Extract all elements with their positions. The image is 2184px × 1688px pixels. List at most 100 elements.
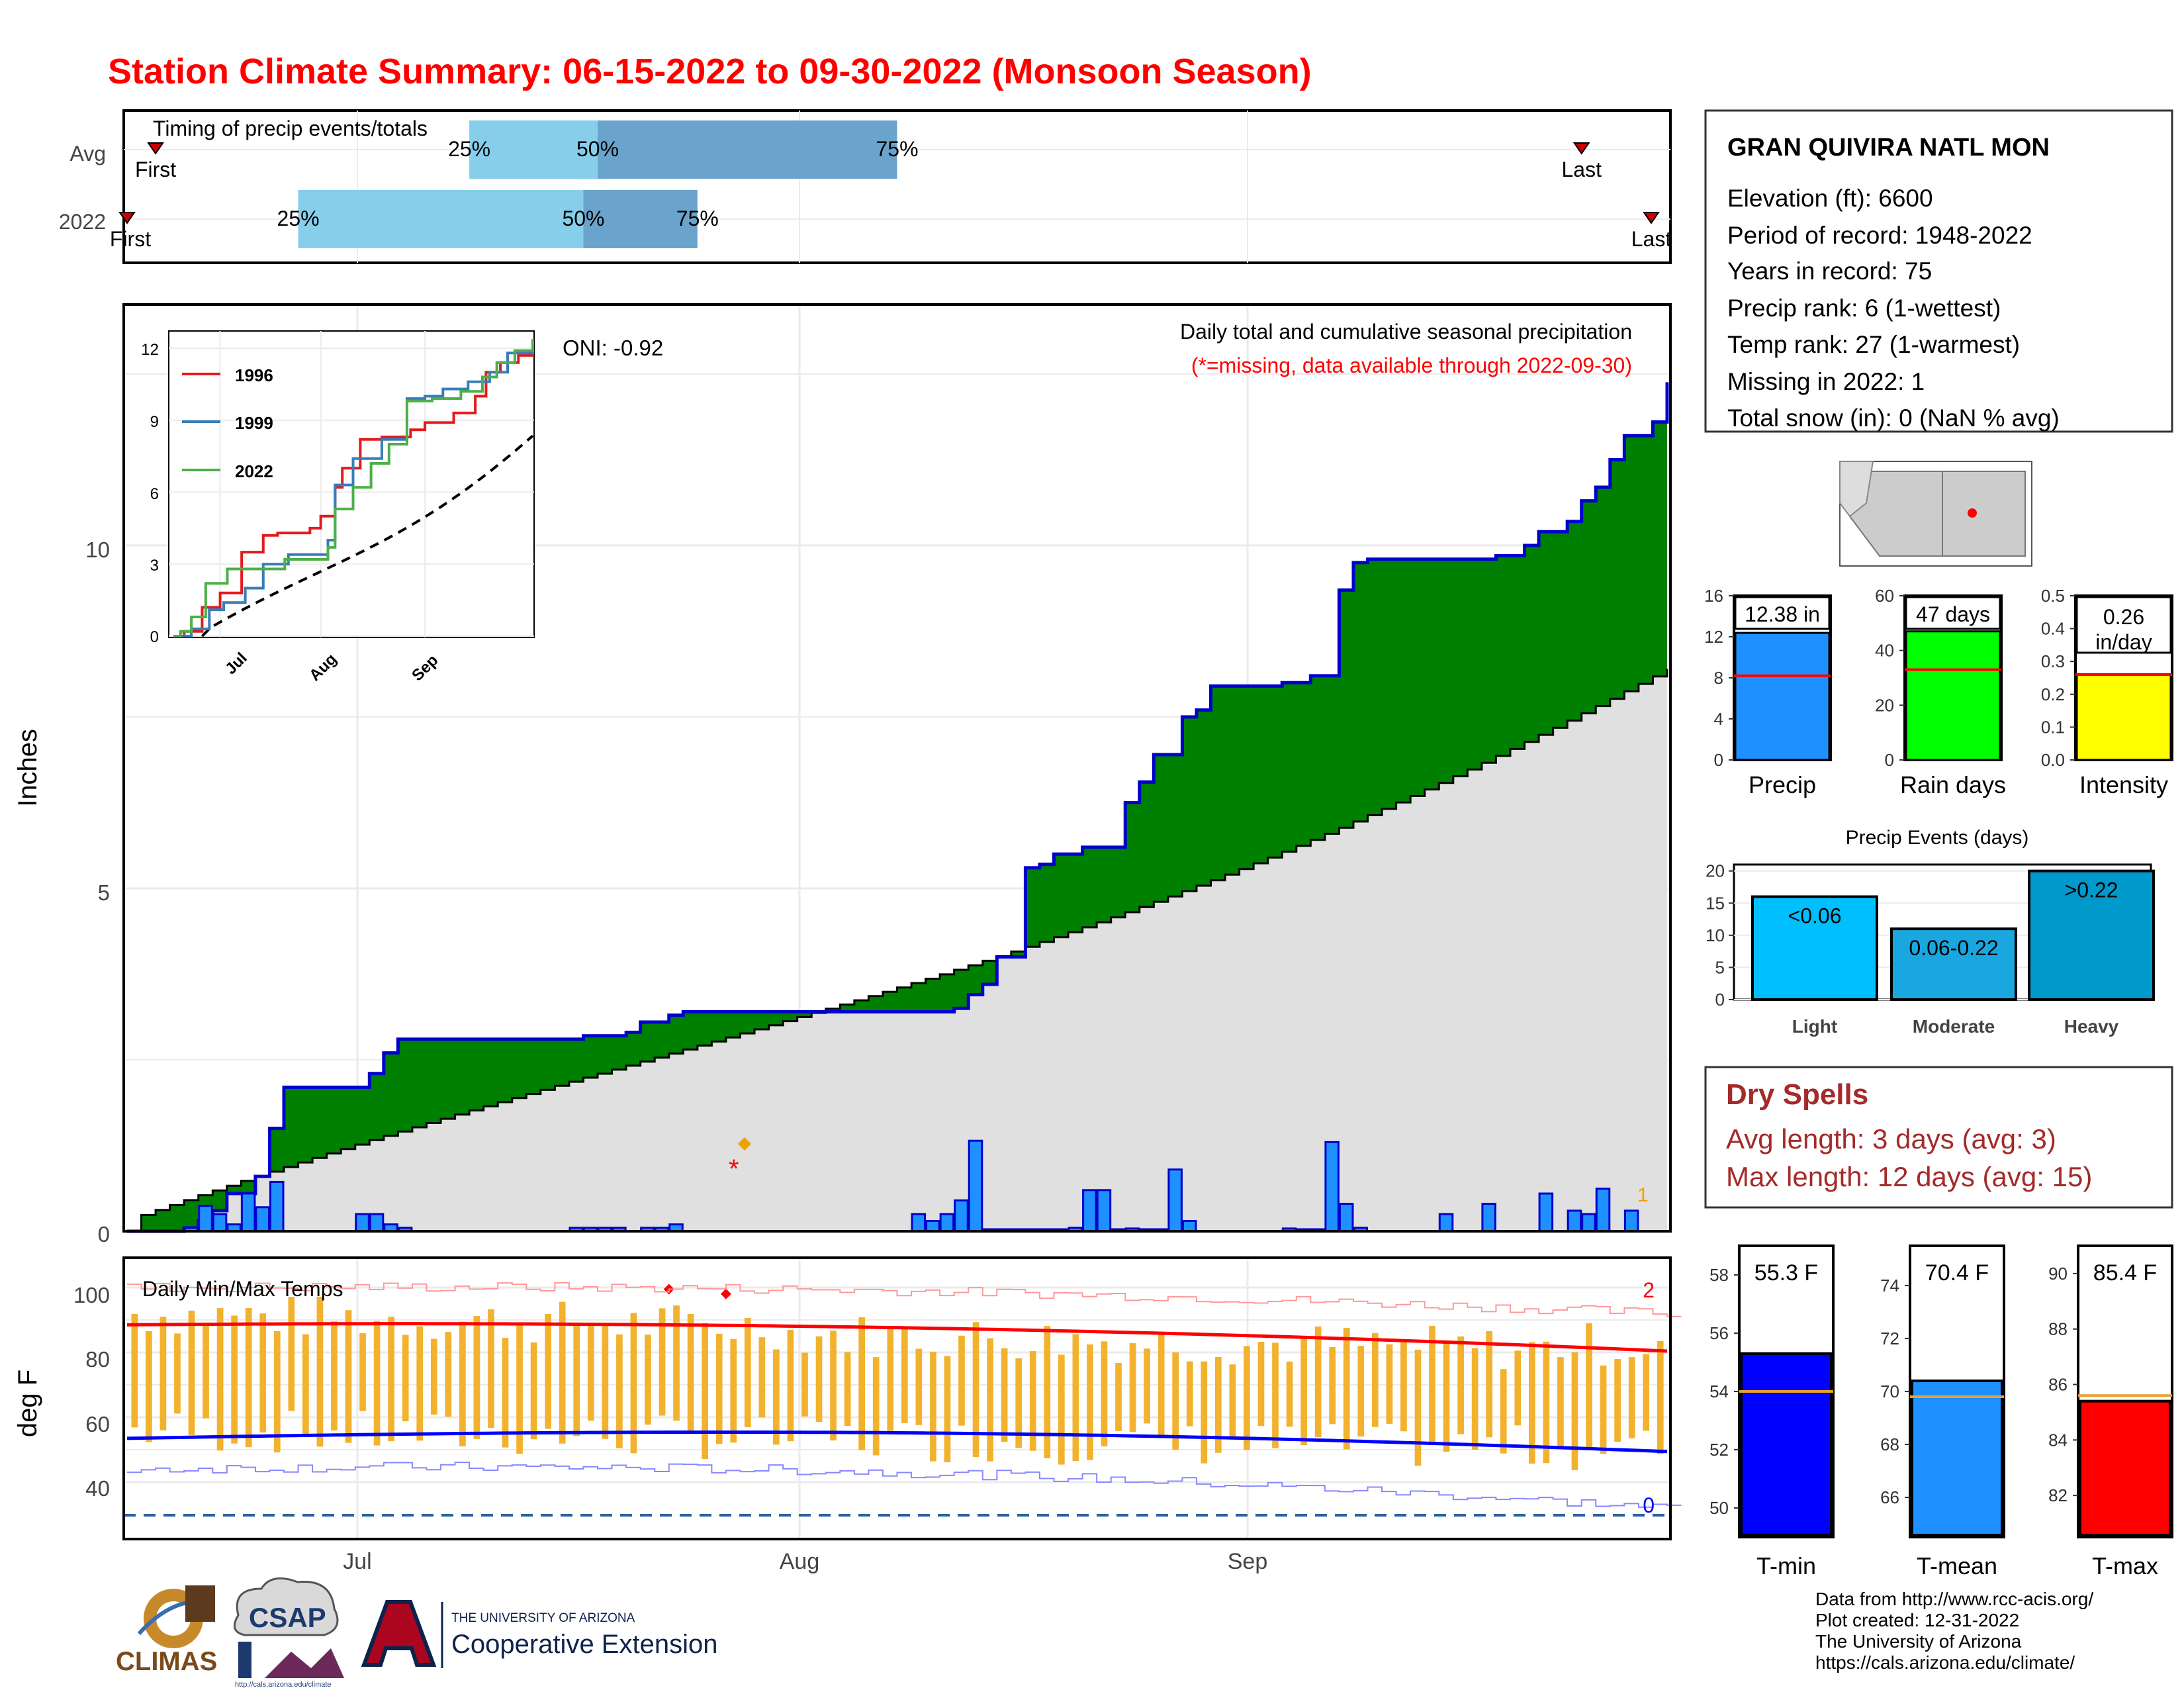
avg-cumulative-line — [127, 669, 1668, 1233]
temp-summary-t-mean: 70.4 F 66 68 70 72 74 T-mean — [1880, 1244, 2005, 1579]
daily-temp-range-bar — [402, 1335, 409, 1422]
daily-temp-range-bar — [1457, 1336, 1464, 1434]
daily-temp-range-bar — [702, 1323, 709, 1460]
station-temp-rank: Temp rank: 27 (1-warmest) — [1727, 331, 2020, 358]
temp-ylabel: deg F — [13, 1370, 42, 1437]
mini-bar-tick: 40 — [1875, 641, 1894, 661]
events-category: Moderate — [1913, 1016, 1995, 1037]
legend-2022: 2022 — [235, 461, 273, 481]
daily-temp-range-bar — [858, 1317, 866, 1450]
daily-temp-range-bar — [1029, 1351, 1036, 1451]
inset-avg-line — [201, 434, 534, 637]
events-category: Light — [1792, 1016, 1837, 1037]
daily-temp-range-bar — [559, 1301, 566, 1444]
dry-spells-max: Max length: 12 days (avg: 15) — [1726, 1161, 2092, 1192]
temp-summary-tick: 82 — [2048, 1485, 2068, 1505]
timing-p50-label: 50% — [562, 207, 604, 230]
daily-temp-range-bar — [1158, 1331, 1165, 1437]
daily-temp-range-bar — [146, 1331, 152, 1442]
chart-title: Station Climate Summary: 06-15-2022 to 0… — [108, 52, 1312, 91]
missing-count: 1 — [1637, 1184, 1649, 1206]
temp-summary-tick: 66 — [1880, 1487, 1899, 1507]
daily-precip-bar — [212, 1213, 228, 1233]
daily-temp-range-bar — [1257, 1342, 1265, 1427]
temp-summary-tick: 74 — [1880, 1276, 1899, 1295]
daily-temp-range-bar — [1343, 1328, 1350, 1450]
events-tick: 0 — [1715, 990, 1725, 1009]
record-low-count: 0 — [1643, 1493, 1655, 1517]
temp-summary-category: T-mean — [1917, 1552, 1997, 1579]
dry-spells-box: Dry Spells Avg length: 3 days (avg: 3) M… — [1704, 1066, 2173, 1209]
daily-precip-bar — [1595, 1188, 1611, 1233]
record-high-count: 2 — [1643, 1278, 1655, 1302]
daily-temp-range-bar — [673, 1305, 680, 1421]
oni-label: ONI: -0.92 — [563, 336, 663, 360]
locator-map — [1839, 461, 2032, 567]
daily-temp-range-bar — [373, 1321, 381, 1446]
daily-temp-range-bar — [216, 1308, 224, 1451]
mini-bar-tick: 0.2 — [2041, 684, 2065, 704]
daily-precip-bar — [1567, 1209, 1582, 1233]
daily-temp-range-bar — [188, 1310, 195, 1435]
daily-precip-bar — [939, 1213, 955, 1233]
mini-bar-tick: 0.5 — [2041, 586, 2065, 606]
daily-temp-range-bar — [1357, 1346, 1365, 1437]
daily-temp-range-bar — [245, 1308, 252, 1448]
last-event-label: Last — [1631, 227, 1672, 251]
daily-temp-range-bar — [758, 1337, 766, 1418]
temp-summary-tick: 52 — [1709, 1440, 1729, 1460]
daily-temp-range-bar — [1486, 1331, 1493, 1438]
daily-precip-bar — [1538, 1192, 1554, 1233]
daily-precip-bar — [1167, 1168, 1183, 1233]
events-bar-moderate — [1890, 927, 2017, 1001]
temp-summary-value: 85.4 F — [2093, 1260, 2157, 1286]
temp-summary-tick: 56 — [1709, 1323, 1729, 1343]
daily-temp-range-bar — [430, 1338, 437, 1415]
first-event-marker-icon — [147, 142, 164, 155]
daily-temp-range-bar — [815, 1336, 823, 1423]
footer-credits: Data from http://www.rcc-acis.org/ Plot … — [1815, 1589, 2093, 1673]
daily-temp-range-bar — [872, 1357, 880, 1456]
daily-precip-bar — [911, 1213, 927, 1233]
daily-temp-range-bar — [1144, 1348, 1150, 1424]
daily-temp-range-bar — [587, 1325, 594, 1421]
daily-temp-range-bar — [787, 1329, 794, 1442]
timing-p50-label: 50% — [576, 137, 619, 161]
precip-ylabel: Inches — [13, 729, 42, 807]
footer-url: https://cals.arizona.edu/climate/ — [1815, 1652, 2075, 1673]
excess-cumulative-area — [127, 382, 1667, 1231]
record-high-line — [127, 1282, 1682, 1318]
daily-temp-range-bar — [488, 1309, 494, 1428]
inset-ytick-3: 3 — [150, 557, 159, 575]
mini-bar-label: 47 days — [1916, 602, 1990, 626]
daily-temp-range-bar — [887, 1326, 894, 1431]
station-precip-rank: Precip rank: 6 (1-wettest) — [1727, 295, 2001, 322]
timing-p75-label: 75% — [676, 207, 719, 230]
events-tick: 10 — [1706, 925, 1725, 945]
temp-ytick-60: 60 — [85, 1412, 110, 1436]
temp-ytick-100: 100 — [73, 1283, 110, 1307]
events-bar-heavy — [2028, 869, 2155, 1001]
mini-bar-tick: 0.4 — [2041, 619, 2065, 639]
mini-bar-tick: 4 — [1714, 709, 1723, 729]
csap-logo-text: CSAP — [249, 1602, 326, 1633]
mini-bar-tick: 16 — [1704, 586, 1723, 606]
events-bar-label: >0.22 — [2065, 878, 2118, 902]
daily-precip-bar — [1581, 1213, 1596, 1233]
precip-panel-title: Daily total and cumulative seasonal prec… — [1180, 320, 1632, 344]
temp-summary-tick: 86 — [2048, 1375, 2068, 1395]
events-bar-label: <0.06 — [1788, 904, 1842, 928]
temp-summary-tick: 84 — [2048, 1430, 2068, 1450]
events-bar-label: 0.06-0.22 — [1909, 936, 1998, 960]
daily-precip-bar — [954, 1199, 969, 1233]
mini-bar-chart-precip: 12.38 in 0 4 8 12 16 Precip — [1704, 586, 1832, 798]
temp-summary-tick: 90 — [2048, 1264, 2068, 1284]
daily-temp-range-bar — [1129, 1343, 1136, 1432]
daily-temp-range-bar — [174, 1333, 181, 1414]
daily-temp-range-bar — [616, 1334, 623, 1448]
daily-temp-range-bar — [1001, 1348, 1008, 1442]
daily-temp-range-bar — [530, 1342, 537, 1440]
daily-temp-range-bar — [159, 1317, 167, 1430]
mini-bar-category: Intensity — [2079, 771, 2168, 798]
